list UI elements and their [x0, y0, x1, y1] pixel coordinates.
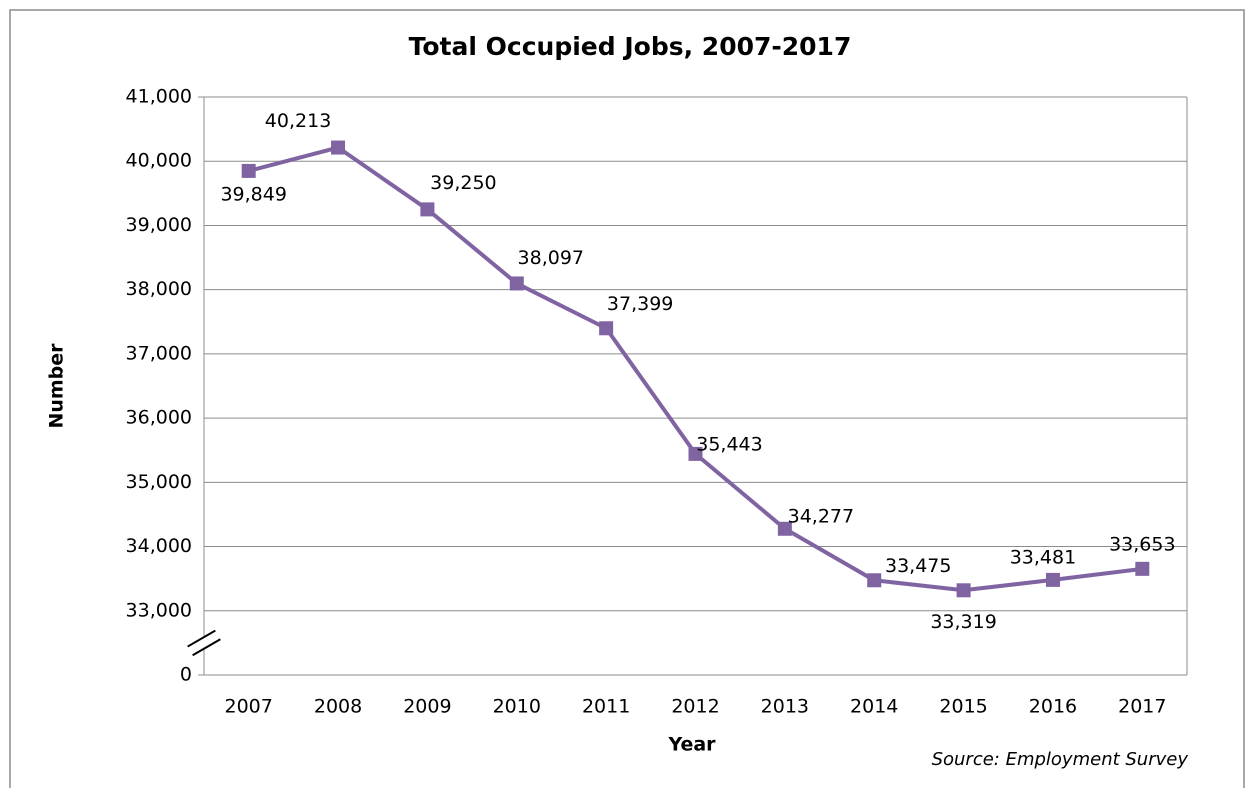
chart-title: Total Occupied Jobs, 2007-2017: [409, 32, 852, 61]
data-point: [777, 521, 792, 536]
x-tick-label: 2015: [939, 696, 987, 718]
data-point: [867, 573, 882, 588]
y-tick-label: 41,000: [126, 86, 192, 108]
source-note: Source: Employment Survey: [932, 749, 1189, 770]
y-tick-label: 39,000: [126, 214, 192, 236]
x-tick-label: 2008: [314, 696, 362, 718]
x-tick-label: 2013: [761, 696, 809, 718]
y-tick-label: 38,000: [126, 278, 192, 300]
x-tick-label: 2016: [1029, 696, 1077, 718]
data-label: 37,399: [607, 293, 673, 315]
y-tick-label: 0: [180, 664, 192, 686]
data-label: 33,653: [1109, 533, 1175, 555]
series-line: [248, 145, 1143, 593]
y-axis-title: Number: [46, 343, 68, 429]
data-point: [1045, 572, 1060, 587]
y-tick-label: 33,000: [126, 599, 192, 621]
data-label: 33,319: [930, 611, 996, 633]
axis-break-gap: [189, 631, 219, 655]
y-tick-label: 35,000: [126, 471, 192, 493]
data-label: 39,849: [220, 183, 286, 205]
x-axis-title: Year: [667, 734, 716, 756]
data-label: 40,213: [265, 110, 331, 132]
data-label: 33,481: [1010, 546, 1076, 568]
axis-break: [187, 629, 216, 648]
y-tick-label: 34,000: [126, 535, 192, 557]
data-point: [241, 163, 256, 178]
data-point: [1135, 561, 1150, 576]
x-tick-label: 2012: [671, 696, 719, 718]
data-point: [688, 446, 703, 461]
axis-break: [192, 638, 221, 657]
y-tick-label: 40,000: [126, 150, 192, 172]
data-label: 38,097: [518, 247, 584, 269]
x-tick-label: 2011: [582, 696, 630, 718]
data-label: 34,277: [788, 505, 854, 527]
data-label: 35,443: [696, 433, 762, 455]
y-tick-label: 36,000: [126, 407, 192, 429]
data-point: [599, 321, 614, 336]
x-tick-label: 2009: [403, 696, 451, 718]
data-point: [509, 276, 524, 291]
x-tick-label: 2017: [1118, 696, 1166, 718]
chart-border: [9, 9, 1245, 792]
y-tick-label: 37,000: [126, 342, 192, 364]
x-tick-label: 2010: [493, 696, 541, 718]
data-point: [420, 202, 435, 217]
data-point: [331, 140, 346, 155]
data-label: 33,475: [885, 555, 951, 577]
x-tick-label: 2007: [225, 696, 273, 718]
x-tick-label: 2014: [850, 696, 898, 718]
data-label: 39,250: [430, 172, 496, 194]
data-point: [956, 583, 971, 598]
